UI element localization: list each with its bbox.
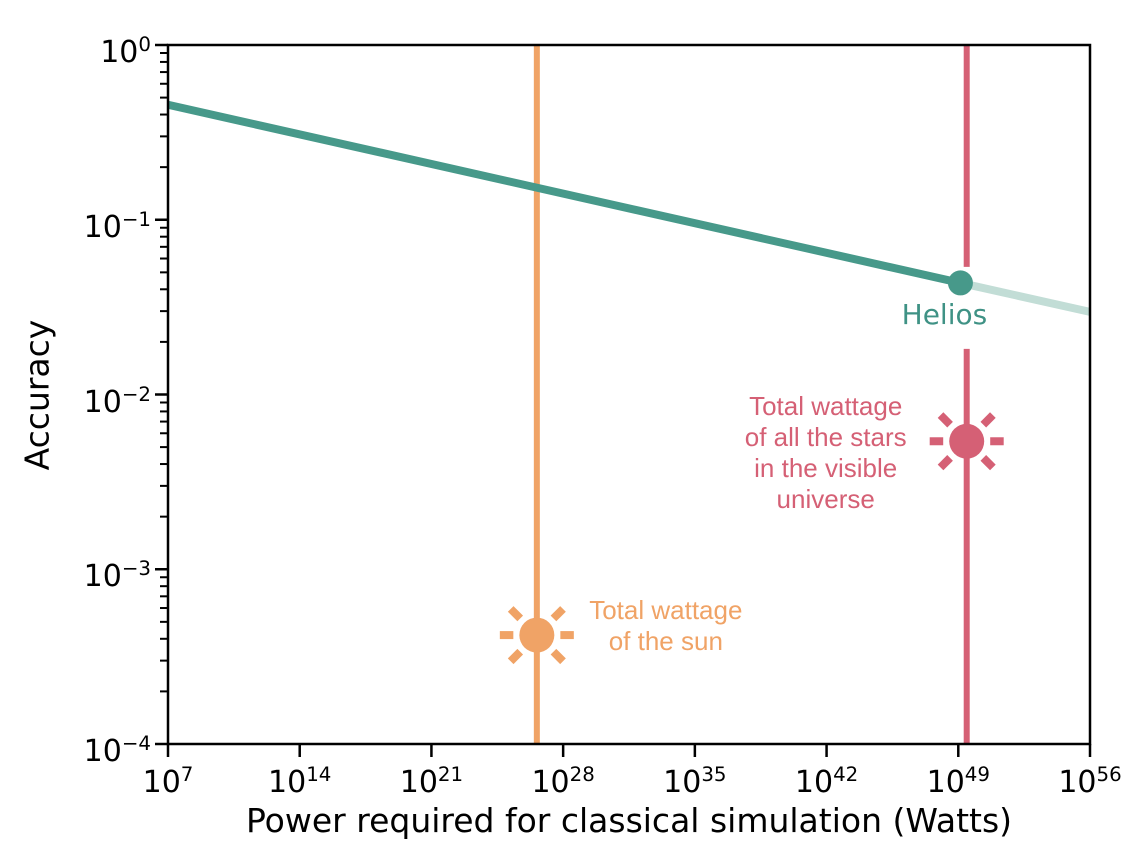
y-tick-label: 10−3 <box>83 557 151 595</box>
series-accuracy-vs-power <box>167 100 962 287</box>
sun-sun-ray-icon <box>550 648 566 665</box>
x-tick-label: 1021 <box>399 763 464 800</box>
x-tick-label: 1028 <box>531 763 595 800</box>
x-tick-label: 1035 <box>663 763 727 800</box>
stars-sun-icon <box>949 423 985 459</box>
helios-label: Helios <box>893 297 996 334</box>
y-tick-label: 10−4 <box>83 732 151 769</box>
stars-sun-ray-icon <box>980 412 996 428</box>
x-tick-label: 1042 <box>794 763 859 800</box>
stars-sun-ray-icon <box>937 412 953 428</box>
sun-sun-ray-icon <box>507 648 524 665</box>
series-accuracy-vs-power-extrapolation <box>959 279 1091 316</box>
y-tick-label: 10−1 <box>83 207 151 245</box>
x-tick-label: 1056 <box>1058 763 1122 800</box>
helios-marker-dot <box>947 270 973 296</box>
stars-label: Total wattage of all the stars in the vi… <box>744 391 907 515</box>
sun-label: Total wattage of the sun <box>589 595 743 657</box>
stars-sun-ray-icon <box>937 455 953 471</box>
x-tick-label: 1049 <box>926 763 990 800</box>
x-tick-label: 1014 <box>268 763 332 800</box>
sun-sun-ray-icon <box>507 606 524 622</box>
y-tick-label: 10−2 <box>83 382 151 420</box>
stars-sun-ray-icon <box>980 455 996 471</box>
y-tick-label: 100 <box>100 33 151 70</box>
sun-sun-ray-icon <box>550 606 566 622</box>
sun-sun-icon <box>519 617 555 653</box>
x-axis-title: Power required for classical simulation … <box>245 801 1013 840</box>
x-tick-label: 107 <box>142 763 194 800</box>
